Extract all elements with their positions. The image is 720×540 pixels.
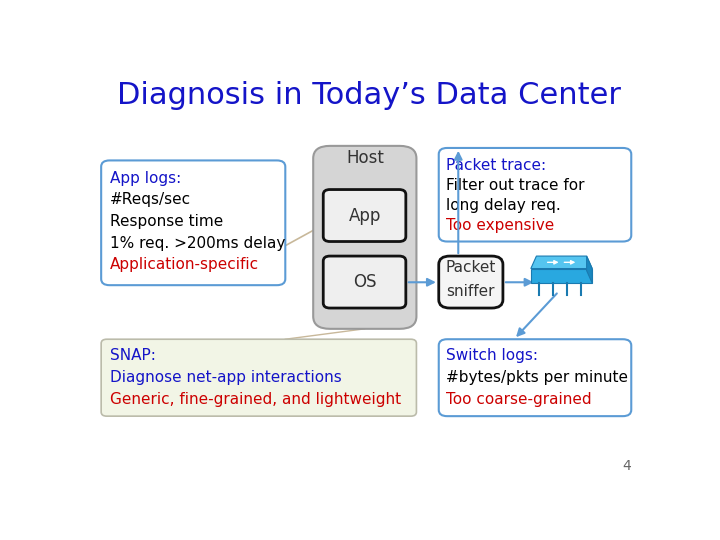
FancyBboxPatch shape bbox=[438, 339, 631, 416]
Text: App logs:: App logs: bbox=[109, 171, 181, 186]
Text: long delay req.: long delay req. bbox=[446, 198, 561, 213]
Text: 4: 4 bbox=[623, 459, 631, 473]
Text: Filter out trace for: Filter out trace for bbox=[446, 178, 585, 193]
Text: Too expensive: Too expensive bbox=[446, 218, 554, 233]
Text: Host: Host bbox=[346, 150, 384, 167]
FancyBboxPatch shape bbox=[438, 256, 503, 308]
Text: Packet: Packet bbox=[446, 260, 496, 275]
FancyBboxPatch shape bbox=[438, 148, 631, 241]
Text: Packet trace:: Packet trace: bbox=[446, 158, 546, 173]
Text: Too coarse-grained: Too coarse-grained bbox=[446, 393, 592, 408]
FancyBboxPatch shape bbox=[313, 146, 416, 329]
Polygon shape bbox=[531, 256, 593, 268]
Text: 1% req. >200ms delay: 1% req. >200ms delay bbox=[109, 235, 285, 251]
FancyBboxPatch shape bbox=[323, 256, 406, 308]
Polygon shape bbox=[587, 256, 593, 283]
Text: Diagnose net-app interactions: Diagnose net-app interactions bbox=[109, 370, 341, 386]
Text: Generic, fine-grained, and lightweight: Generic, fine-grained, and lightweight bbox=[109, 393, 400, 408]
Text: SNAP:: SNAP: bbox=[109, 348, 156, 363]
Polygon shape bbox=[531, 268, 593, 283]
Text: Application-specific: Application-specific bbox=[109, 258, 258, 272]
Text: Response time: Response time bbox=[109, 214, 222, 229]
Text: Switch logs:: Switch logs: bbox=[446, 348, 538, 363]
Text: #bytes/pkts per minute: #bytes/pkts per minute bbox=[446, 370, 628, 386]
Text: OS: OS bbox=[353, 273, 377, 291]
FancyBboxPatch shape bbox=[101, 160, 285, 285]
Text: #Reqs/sec: #Reqs/sec bbox=[109, 192, 191, 207]
FancyBboxPatch shape bbox=[323, 190, 406, 241]
Text: App: App bbox=[348, 207, 381, 225]
FancyBboxPatch shape bbox=[101, 339, 416, 416]
Text: sniffer: sniffer bbox=[446, 284, 495, 299]
Text: Diagnosis in Today’s Data Center: Diagnosis in Today’s Data Center bbox=[117, 82, 621, 111]
